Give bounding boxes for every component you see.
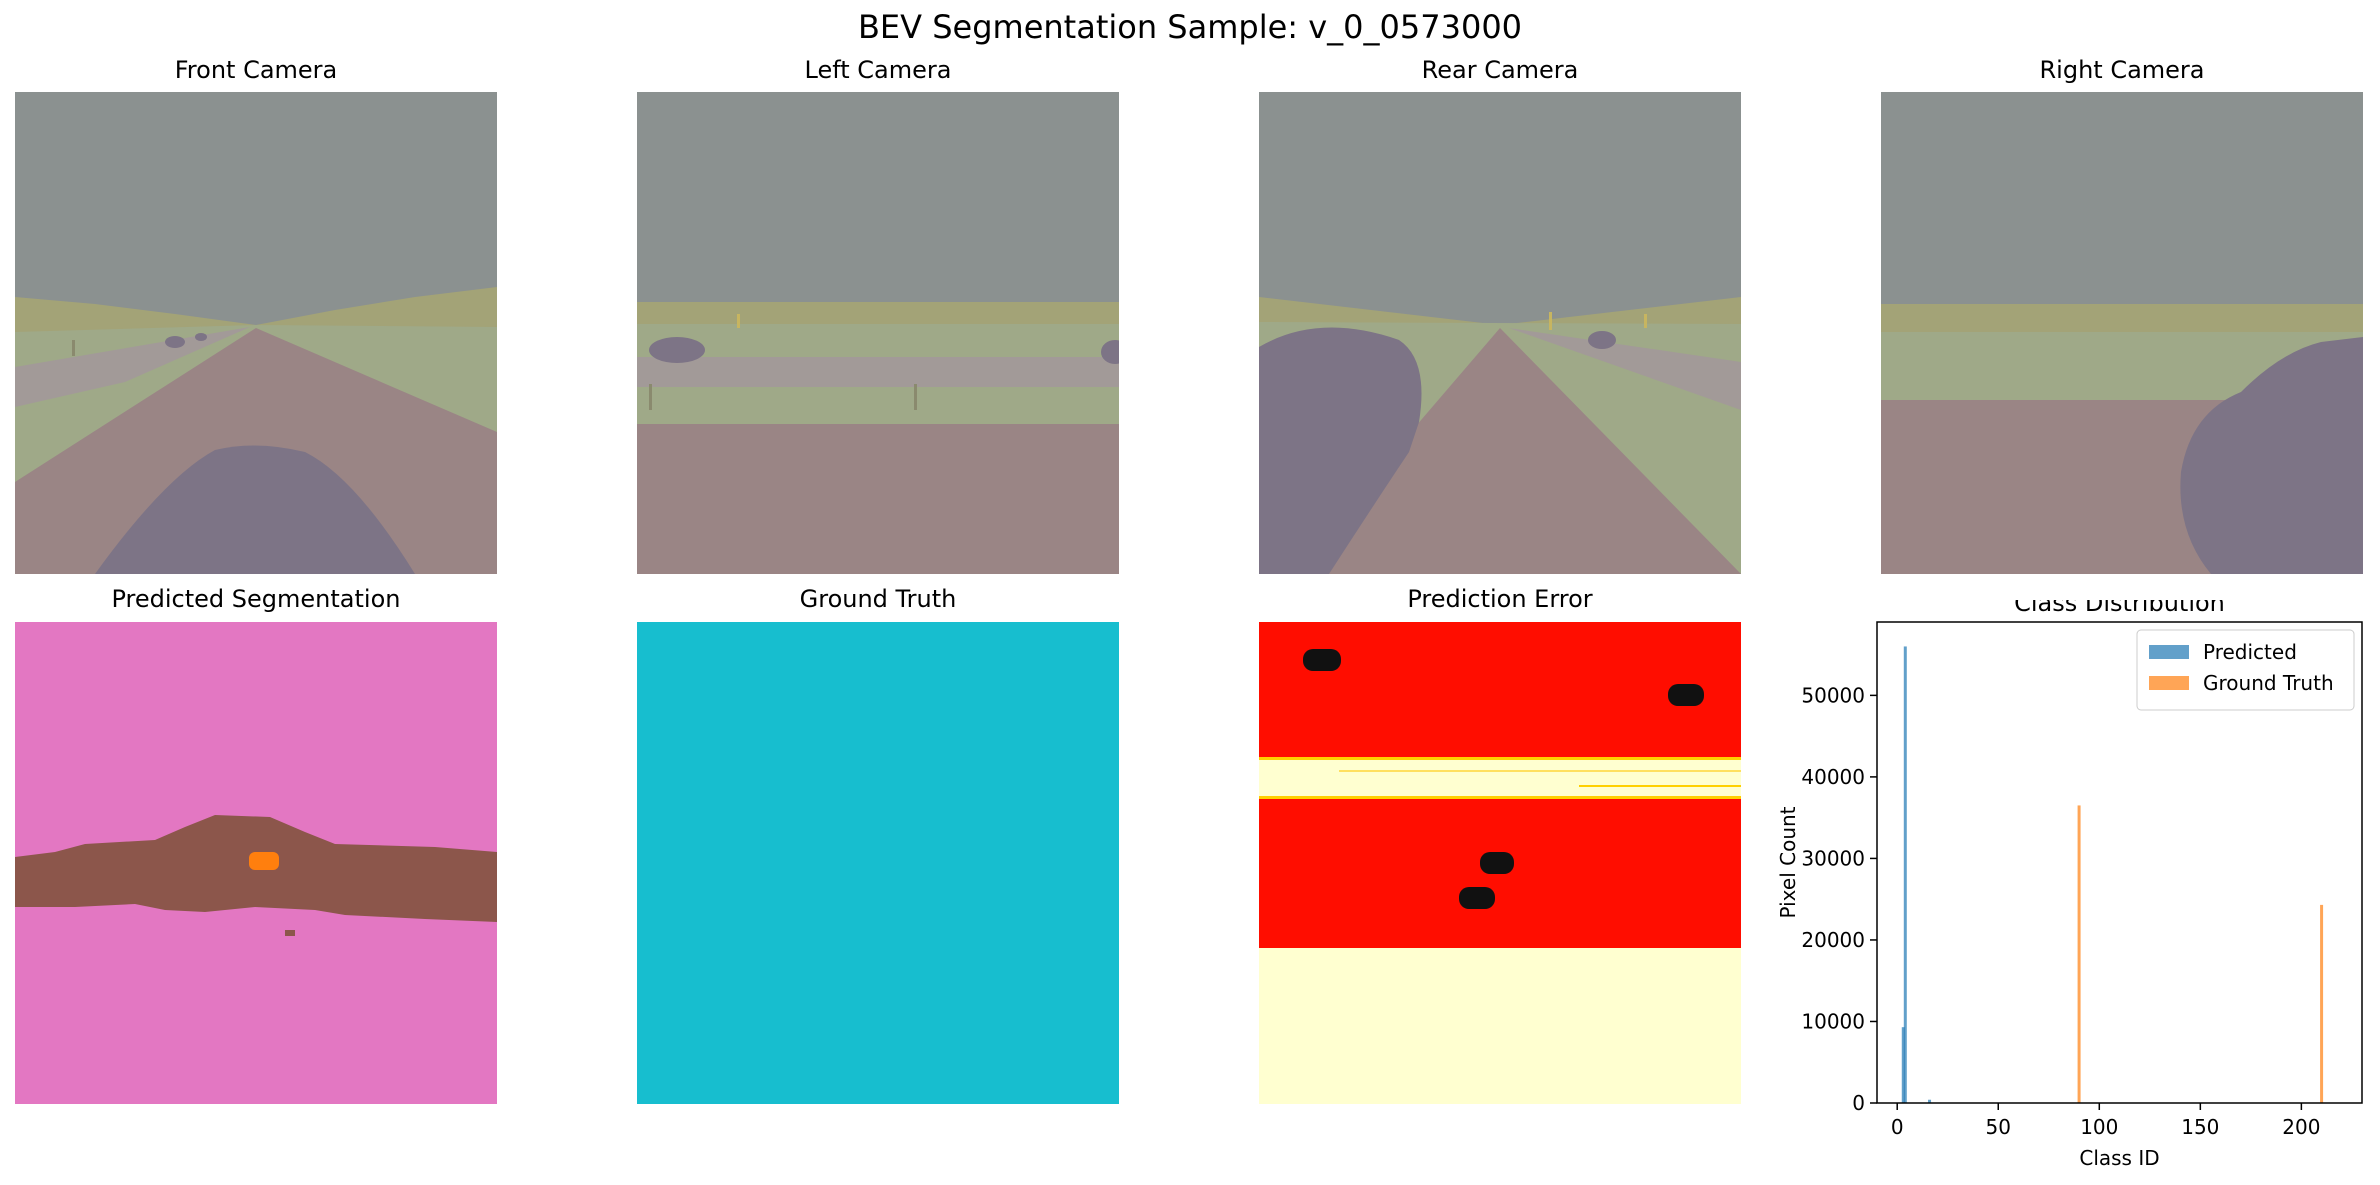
bar-predicted-class-3 bbox=[1901, 1027, 1905, 1103]
chart-legend: Predicted Ground Truth bbox=[2136, 629, 2355, 711]
left-camera-title: Left Camera bbox=[804, 56, 952, 84]
x-tick-200: 200 bbox=[2282, 1103, 2320, 1139]
y-tick-10000: 10000 bbox=[1801, 1009, 1877, 1033]
x-axis-label: Class ID bbox=[2079, 1146, 2159, 1170]
x-tick-100: 100 bbox=[2080, 1103, 2118, 1139]
y-tick-40000: 40000 bbox=[1801, 765, 1877, 789]
svg-text:0: 0 bbox=[1891, 1115, 1904, 1139]
svg-text:0: 0 bbox=[1852, 1091, 1865, 1115]
svg-text:Predicted: Predicted bbox=[2203, 640, 2297, 664]
x-tick-50: 50 bbox=[1986, 1103, 2011, 1139]
ground-truth-image bbox=[637, 622, 1119, 1104]
rear-camera-image bbox=[1259, 92, 1741, 574]
legend-item-ground-truth: Ground Truth bbox=[2149, 671, 2334, 695]
svg-text:150: 150 bbox=[2181, 1115, 2219, 1139]
svg-text:30000: 30000 bbox=[1801, 846, 1865, 870]
svg-text:200: 200 bbox=[2282, 1115, 2320, 1139]
y-tick-20000: 20000 bbox=[1801, 928, 1877, 952]
figure-title: BEV Segmentation Sample: v_0_0573000 bbox=[857, 8, 1523, 46]
svg-text:20000: 20000 bbox=[1801, 928, 1865, 952]
svg-text:10000: 10000 bbox=[1801, 1009, 1865, 1033]
right-camera-title: Right Camera bbox=[2039, 56, 2205, 84]
svg-text:40000: 40000 bbox=[1801, 765, 1865, 789]
y-axis-label: Pixel Count bbox=[1776, 806, 1800, 918]
prediction-error-image bbox=[1259, 622, 1741, 1104]
predicted-segmentation-title: Predicted Segmentation bbox=[111, 585, 401, 613]
ground-truth-title: Ground Truth bbox=[799, 585, 957, 613]
left-camera-image bbox=[637, 92, 1119, 574]
x-tick-0: 0 bbox=[1891, 1103, 1904, 1139]
bar-predicted-class-16 bbox=[1928, 1099, 1932, 1103]
class-distribution-chart: 0 50 100 150 200 0 10000 20000 30000 40000 50000 … bbox=[1760, 589, 2380, 1181]
svg-text:50: 50 bbox=[1986, 1115, 2011, 1139]
svg-text:100: 100 bbox=[2080, 1115, 2118, 1139]
right-camera-image bbox=[1881, 92, 2363, 574]
bar-ground-truth-class-210 bbox=[2320, 904, 2324, 1103]
svg-text:Ground Truth: Ground Truth bbox=[2203, 671, 2334, 695]
x-tick-150: 150 bbox=[2181, 1103, 2219, 1139]
y-tick-50000: 50000 bbox=[1801, 683, 1877, 707]
predicted-segmentation-image bbox=[15, 622, 497, 1104]
y-tick-0: 0 bbox=[1852, 1091, 1877, 1115]
rear-camera-title: Rear Camera bbox=[1421, 56, 1579, 84]
front-camera-title: Front Camera bbox=[174, 56, 338, 84]
prediction-error-title: Prediction Error bbox=[1407, 585, 1593, 613]
front-camera-image bbox=[15, 92, 497, 574]
legend-item-predicted: Predicted bbox=[2149, 640, 2297, 664]
y-tick-30000: 30000 bbox=[1801, 846, 1877, 870]
bar-predicted-class-4 bbox=[1903, 646, 1907, 1103]
bar-ground-truth-class-90 bbox=[2077, 805, 2081, 1103]
chart-title: Class Distribution bbox=[2014, 600, 2225, 617]
svg-text:50000: 50000 bbox=[1801, 683, 1865, 707]
